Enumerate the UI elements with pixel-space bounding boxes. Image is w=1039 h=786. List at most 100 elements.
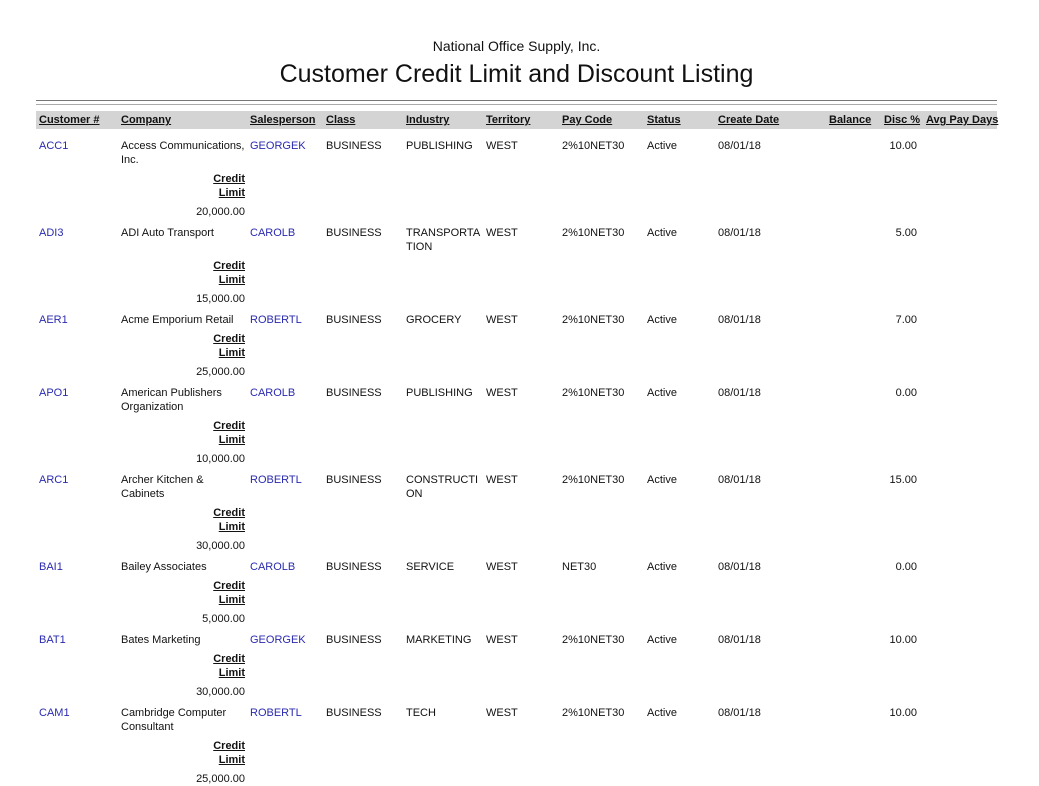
table-row: ADI3 ADI Auto Transport CAROLB BUSINESS TRAN… (36, 226, 997, 254)
table-row: BAI1 Bailey Associates CAROLB BUSINESS SERVI… (36, 560, 997, 574)
company-cell: Acme Emporium Retail (121, 314, 234, 326)
customer-link[interactable]: AER1 (39, 314, 68, 326)
table-row: APO1 American Publishers Organization CARO… (36, 386, 997, 414)
create-date-cell: 08/01/18 (718, 634, 761, 646)
disc-cell: 5.00 (895, 227, 917, 239)
record: ARC1 Archer Kitchen & Cabinets ROBERTL BUSI… (36, 466, 997, 553)
create-date-cell: 08/01/18 (718, 387, 761, 399)
disc-cell: 10.00 (889, 707, 917, 719)
credit-limit-value: 10,000.00 (196, 453, 245, 465)
records-list: ACC1 Access Communications, Inc. GEORGEK BU… (36, 132, 997, 786)
pay-code-cell: 2%10NET30 (562, 634, 625, 646)
class-cell: BUSINESS (326, 227, 382, 239)
customer-link[interactable]: APO1 (39, 387, 69, 399)
col-pay-code[interactable]: Pay Code (562, 114, 613, 126)
territory-cell: WEST (486, 314, 518, 326)
credit-limit-label: Credit Limit (213, 507, 245, 533)
disc-cell: 15.00 (889, 474, 917, 486)
class-cell: BUSINESS (326, 707, 382, 719)
pay-code-cell: 2%10NET30 (562, 387, 625, 399)
create-date-cell: 08/01/18 (718, 227, 761, 239)
status-cell: Active (647, 140, 677, 152)
salesperson-link[interactable]: GEORGEK (250, 140, 306, 152)
pay-code-cell: 2%10NET30 (562, 140, 625, 152)
pay-code-cell: 2%10NET30 (562, 227, 625, 239)
pay-code-cell: 2%10NET30 (562, 474, 625, 486)
salesperson-link[interactable]: ROBERTL (250, 707, 302, 719)
disc-cell: 0.00 (895, 387, 917, 399)
credit-limit-label: Credit Limit (213, 420, 245, 446)
territory-cell: WEST (486, 227, 518, 239)
divider (36, 100, 997, 101)
col-salesperson[interactable]: Salesperson (250, 114, 316, 126)
industry-cell: SERVICE (406, 561, 455, 573)
class-cell: BUSINESS (326, 140, 382, 152)
class-cell: BUSINESS (326, 561, 382, 573)
credit-limit-value: 25,000.00 (196, 366, 245, 378)
table-row: CAM1 Cambridge Computer Consultant ROBERTL… (36, 706, 997, 734)
pay-code-cell: 2%10NET30 (562, 314, 625, 326)
company-cell: Access Communications, Inc. (121, 140, 245, 166)
create-date-cell: 08/01/18 (718, 561, 761, 573)
credit-limit-value: 30,000.00 (196, 540, 245, 552)
credit-limit-value: 15,000.00 (196, 293, 245, 305)
industry-cell: MARKETING (406, 634, 472, 646)
disc-cell: 7.00 (895, 314, 917, 326)
disc-cell: 0.00 (895, 561, 917, 573)
record: BAI1 Bailey Associates CAROLB BUSINESS SERVI… (36, 553, 997, 626)
customer-link[interactable]: BAI1 (39, 561, 63, 573)
record: BAT1 Bates Marketing GEORGEK BUSINESS MARKET… (36, 626, 997, 699)
industry-cell: GROCERY (406, 314, 462, 326)
col-create-date[interactable]: Create Date (718, 114, 780, 126)
report-title: Customer Credit Limit and Discount Listi… (279, 60, 754, 88)
salesperson-link[interactable]: GEORGEK (250, 634, 306, 646)
col-status[interactable]: Status (647, 114, 681, 126)
territory-cell: WEST (486, 474, 518, 486)
col-balance[interactable]: Balance (829, 114, 872, 126)
pay-code-cell: NET30 (562, 561, 597, 573)
col-company[interactable]: Company (121, 114, 172, 126)
disc-cell: 10.00 (889, 634, 917, 646)
record: CAM1 Cambridge Computer Consultant ROBERTL… (36, 699, 997, 786)
credit-limit-label: Credit Limit (213, 173, 245, 199)
credit-limit-value: 25,000.00 (196, 773, 245, 785)
territory-cell: WEST (486, 387, 518, 399)
credit-limit-label: Credit Limit (213, 260, 245, 286)
class-cell: BUSINESS (326, 387, 382, 399)
col-disc[interactable]: Disc % (884, 114, 921, 126)
credit-limit-value: 30,000.00 (196, 686, 245, 698)
salesperson-link[interactable]: ROBERTL (250, 314, 302, 326)
industry-cell: CONSTRUCTION (406, 474, 479, 500)
salesperson-link[interactable]: CAROLB (250, 227, 296, 239)
record: ACC1 Access Communications, Inc. GEORGEK BU… (36, 132, 997, 219)
col-class[interactable]: Class (326, 114, 356, 126)
salesperson-link[interactable]: ROBERTL (250, 474, 302, 486)
credit-limit-label: Credit Limit (213, 740, 245, 766)
company-cell: Archer Kitchen & Cabinets (121, 474, 204, 500)
credit-limit-label: Credit Limit (213, 580, 245, 606)
create-date-cell: 08/01/18 (718, 140, 761, 152)
customer-link[interactable]: CAM1 (39, 707, 70, 719)
customer-link[interactable]: BAT1 (39, 634, 66, 646)
salesperson-link[interactable]: CAROLB (250, 387, 296, 399)
company-cell: American Publishers Organization (121, 387, 222, 413)
customer-link[interactable]: ACC1 (39, 140, 69, 152)
status-cell: Active (647, 227, 677, 239)
col-customer[interactable]: Customer # (39, 114, 100, 126)
table-row: ARC1 Archer Kitchen & Cabinets ROBERTL BUSI… (36, 473, 997, 501)
customer-link[interactable]: ADI3 (39, 227, 64, 239)
industry-cell: TRANSPORTATION (406, 227, 481, 253)
company-cell: Bates Marketing (121, 634, 201, 646)
credit-limit-value: 20,000.00 (196, 206, 245, 218)
col-industry[interactable]: Industry (406, 114, 450, 126)
status-cell: Active (647, 387, 677, 399)
territory-cell: WEST (486, 707, 518, 719)
create-date-cell: 08/01/18 (718, 474, 761, 486)
salesperson-link[interactable]: CAROLB (250, 561, 296, 573)
report-company-name: National Office Supply, Inc. (432, 38, 601, 54)
col-avg-pay-days[interactable]: Avg Pay Days (926, 114, 999, 126)
col-territory[interactable]: Territory (486, 114, 531, 126)
pay-code-cell: 2%10NET30 (562, 707, 625, 719)
class-cell: BUSINESS (326, 474, 382, 486)
customer-link[interactable]: ARC1 (39, 474, 69, 486)
